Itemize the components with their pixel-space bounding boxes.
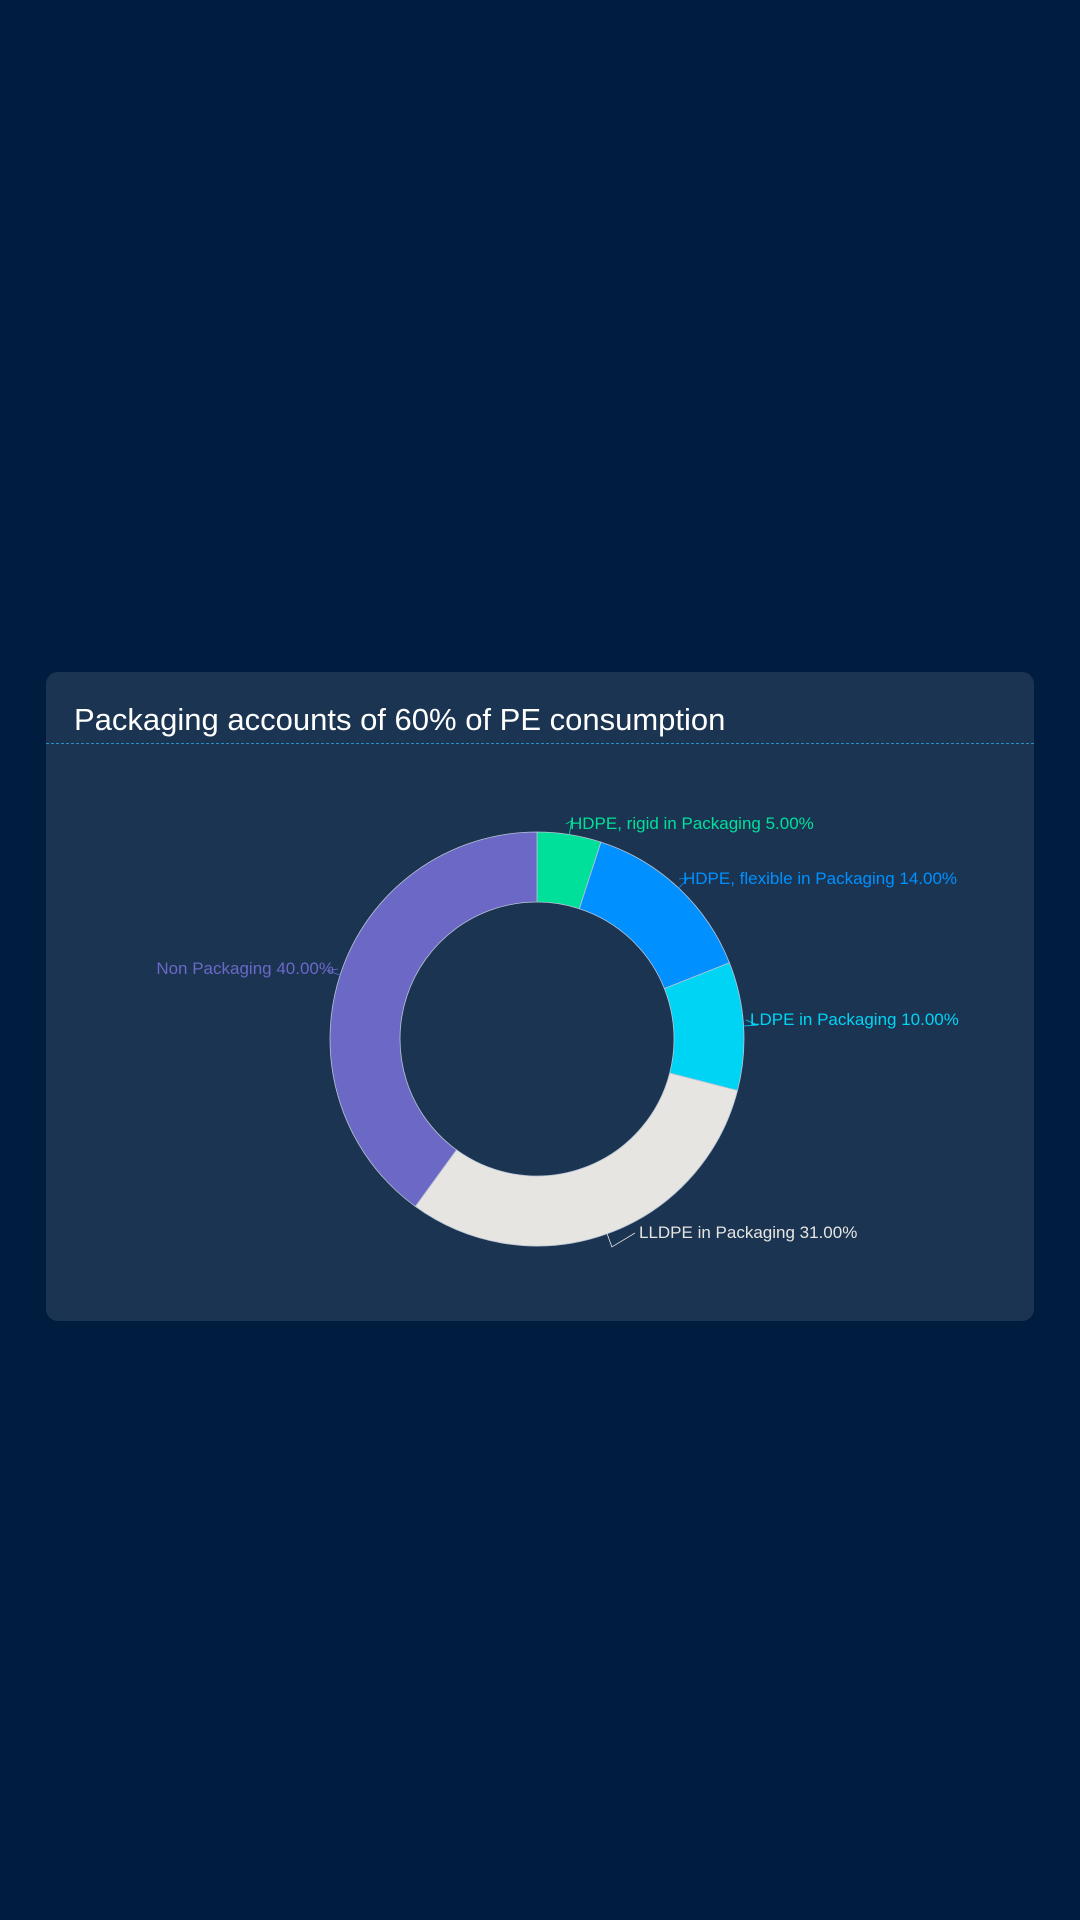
slice-hdpe-flexible-in-packaging[interactable] <box>578 841 730 990</box>
slice-labels: HDPE, rigid in Packaging 5.00% HDPE, flex… <box>156 814 959 1242</box>
leader-lines <box>326 819 758 1248</box>
label-lldpe-in-packaging: LLDPE in Packaging 31.00% <box>639 1223 857 1242</box>
label-ldpe-in-packaging: LDPE in Packaging 10.00% <box>750 1010 959 1029</box>
chart-card: Packaging accounts of 60% of PE consumpt… <box>46 672 1034 1321</box>
leader-non-packaging <box>326 968 341 976</box>
donut-slices <box>329 831 745 1247</box>
label-hdpe-rigid-in-packaging: HDPE, rigid in Packaging 5.00% <box>570 814 814 833</box>
slice-lldpe-in-packaging[interactable] <box>414 1072 738 1247</box>
leader-ldpe-in-packaging <box>743 1019 758 1027</box>
title-divider <box>46 743 1034 744</box>
leader-lldpe-in-packaging <box>606 1232 636 1248</box>
label-hdpe-flexible-in-packaging: HDPE, flexible in Packaging 14.00% <box>683 869 957 888</box>
label-non-packaging: Non Packaging 40.00% <box>156 959 334 978</box>
slice-non-packaging[interactable] <box>329 831 538 1208</box>
donut-chart: HDPE, rigid in Packaging 5.00% HDPE, flex… <box>156 814 959 1248</box>
leader-hdpe-flexible-in-packaging <box>678 877 690 889</box>
leader-hdpe-rigid-in-packaging <box>565 819 573 835</box>
chart-title: Packaging accounts of 60% of PE consumpt… <box>74 702 726 737</box>
